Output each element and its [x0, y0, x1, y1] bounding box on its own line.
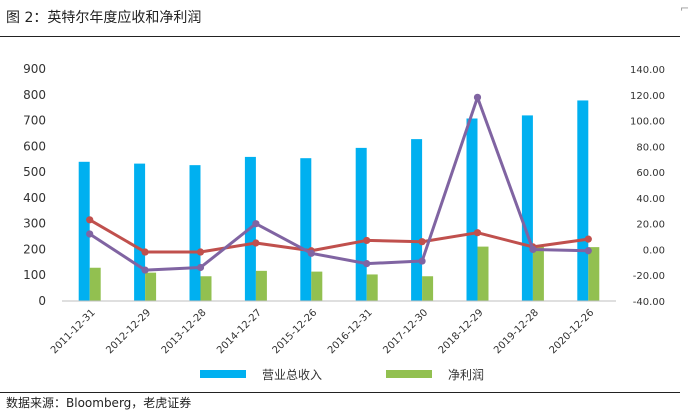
red-line-point [584, 235, 592, 243]
x-axis: 2011-12-31 2012-12-29 2013-12-28 2014-12-27… [49, 300, 616, 356]
left-tick-label: 600 [23, 139, 46, 153]
legend-label-net-income: 净利润 [448, 368, 484, 382]
red-line-series [88, 218, 589, 254]
bars-group [78, 100, 600, 302]
net-income-bar [366, 274, 378, 301]
revenue-bar [411, 139, 423, 301]
right-tick-label: 60.00 [636, 168, 665, 179]
purple-line-point [196, 263, 205, 272]
legend-swatch-revenue [200, 370, 246, 378]
red-line-point [363, 236, 371, 245]
legend-swatch-net-income [386, 370, 432, 378]
red-line-point [86, 216, 94, 224]
revenue-bar [189, 165, 201, 301]
red-line-point [196, 248, 205, 256]
x-tick-label: 2014-12-27 [215, 307, 264, 356]
revenue-bar [521, 115, 533, 302]
purple-line-point [473, 93, 482, 101]
x-tick-label: 2020-12-26 [548, 307, 597, 356]
revenue-bar [300, 158, 312, 301]
right-tick-label: 20.00 [636, 220, 665, 231]
corner-mark: ⌐ [680, 2, 690, 15]
net-income-bar [89, 267, 101, 301]
lines-group [86, 93, 592, 274]
legend-label-revenue: 营业总收入 [262, 368, 322, 382]
net-income-bar [200, 276, 212, 301]
purple-line-point [307, 249, 315, 257]
left-tick-label: 900 [23, 62, 46, 76]
purple-line-point [252, 220, 260, 228]
right-tick-label: 40.00 [636, 194, 665, 205]
x-tick-label: 2019-12-28 [492, 307, 541, 356]
x-tick-label: 2011-12-31 [49, 307, 98, 356]
right-axis: -40.00 -20.00 0.00 20.00 40.00 60.00 80.00 100.… [630, 65, 665, 308]
net-income-bar [477, 246, 489, 301]
net-income-bar [311, 271, 323, 301]
x-tick-label: 2018-12-29 [437, 307, 486, 356]
left-tick-label: 500 [23, 165, 46, 179]
revenue-bar [577, 100, 589, 302]
net-income-bar [588, 247, 600, 301]
right-tick-label: 120.00 [630, 91, 665, 102]
right-tick-label: 100.00 [630, 117, 665, 128]
red-line-point [141, 248, 149, 256]
right-tick-label: 80.00 [636, 142, 665, 153]
purple-line-point [529, 245, 537, 254]
revenue-bar [466, 118, 478, 301]
left-axis: 0 100 200 300 400 500 600 700 800 900 [23, 62, 46, 308]
x-tick-label: 2015-12-26 [271, 307, 320, 356]
left-tick-label: 400 [23, 191, 46, 205]
x-tick-label: 2013-12-28 [160, 307, 209, 356]
purple-line-series [88, 95, 589, 272]
purple-line-point [86, 230, 94, 238]
net-income-bar [255, 270, 267, 301]
left-tick-label: 800 [23, 88, 46, 102]
revenue-bar [78, 161, 90, 301]
net-income-bar [145, 272, 157, 301]
net-income-bar [532, 246, 544, 301]
right-tick-label: 0.00 [643, 245, 665, 256]
bottom-rule [0, 392, 680, 393]
purple-line-point [141, 266, 149, 274]
revenue-bar [355, 147, 367, 301]
left-tick-label: 100 [23, 268, 46, 282]
x-tick-label: 2017-12-30 [381, 307, 430, 356]
right-tick-label: -20.00 [633, 271, 665, 282]
red-line-point [418, 238, 426, 246]
source-note: 数据来源：Bloomberg，老虎证券 [6, 396, 192, 410]
red-line-point [473, 229, 482, 237]
purple-line-point [363, 260, 371, 268]
legend: 营业总收入 净利润 [200, 368, 484, 382]
left-tick-label: 0 [38, 294, 46, 308]
red-line-point [252, 239, 260, 247]
left-tick-label: 200 [23, 242, 46, 256]
revenue-bar [134, 163, 146, 301]
top-rule [0, 36, 680, 37]
right-tick-label: -40.00 [633, 297, 665, 308]
left-tick-label: 700 [23, 114, 46, 128]
x-tick-label: 2016-12-31 [326, 307, 375, 356]
left-tick-label: 300 [23, 217, 46, 231]
right-tick-label: 140.00 [630, 65, 665, 76]
purple-line-point [418, 257, 426, 265]
x-tick-label: 2012-12-29 [104, 307, 153, 356]
net-income-bar [422, 276, 434, 301]
purple-line-point [584, 247, 592, 255]
figure-title: 图 2：英特尔年度应收和净利润 [6, 10, 202, 26]
